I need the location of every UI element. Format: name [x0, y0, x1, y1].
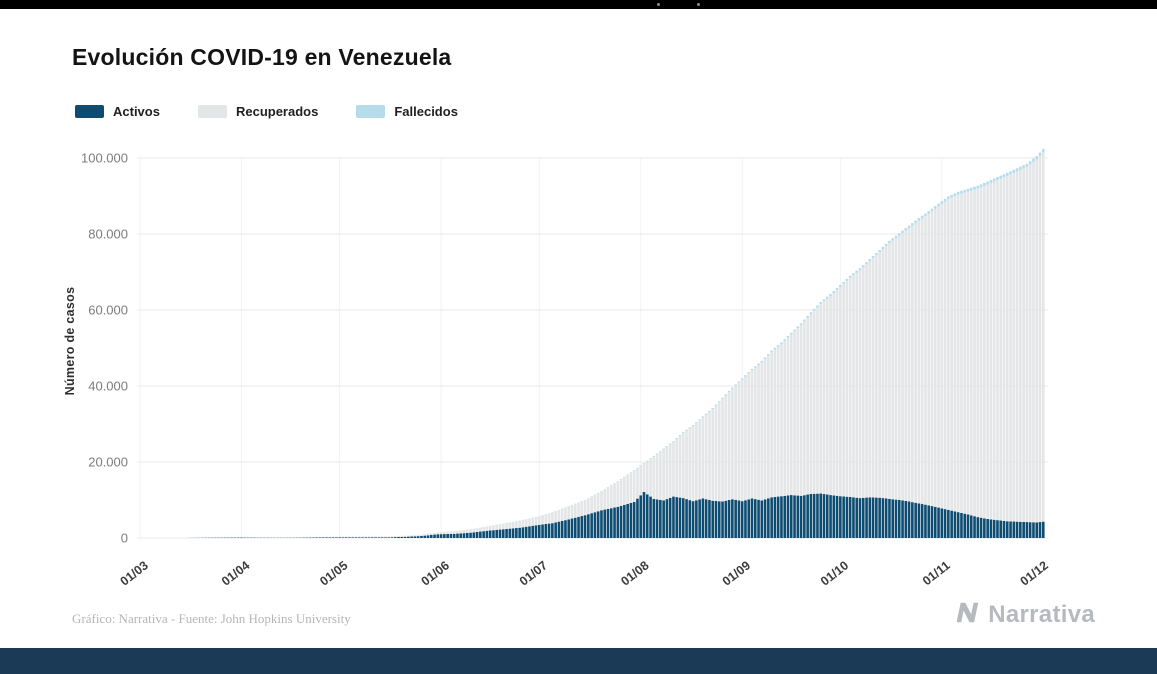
x-tick-label: 01/06: [419, 558, 452, 588]
topbar-dot: [657, 3, 660, 6]
legend-label-recuperados: Recuperados: [235, 104, 319, 119]
x-tick-label: 01/04: [219, 558, 252, 588]
y-tick-label: 100.000: [81, 151, 128, 166]
y-tick-label: 60.000: [88, 303, 128, 318]
x-tick-label: 01/12: [1018, 558, 1051, 588]
y-axis-title: Número de casos: [63, 287, 77, 396]
legend-item-recuperados: Recuperados: [197, 104, 319, 119]
series-fallecidos: [472, 148, 1045, 529]
x-tick-label: 01/08: [618, 558, 651, 588]
legend-swatch-recuperados: [197, 105, 227, 118]
y-tick-label: 80.000: [88, 227, 128, 242]
y-tick-label: 0: [121, 531, 128, 546]
x-tick-label: 01/05: [317, 558, 350, 588]
chart-legend: Activos Recuperados Fallecidos: [75, 104, 458, 119]
topbar-dot: [697, 3, 700, 6]
x-tick-label: 01/07: [517, 558, 550, 588]
series-activos: [187, 492, 1045, 539]
legend-label-fallecidos: Fallecidos: [394, 104, 458, 119]
legend-item-activos: Activos: [75, 104, 160, 119]
legend-swatch-fallecidos: [356, 105, 386, 118]
brand-name: Narrativa: [988, 601, 1095, 628]
legend-item-fallecidos: Fallecidos: [356, 104, 458, 119]
page-title: Evolución COVID-19 en Venezuela: [72, 44, 452, 70]
source-credit: Gráfico: Narrativa - Fuente: John Hopkin…: [72, 611, 351, 626]
x-tick-label: 01/10: [818, 558, 851, 588]
bottom-bar: [0, 648, 1157, 674]
brand-logo: Narrativa: [956, 601, 1095, 629]
narrativa-logo-icon: [956, 602, 981, 628]
series-recuperados: [243, 152, 1045, 538]
y-tick-label: 20.000: [88, 455, 128, 470]
legend-label-activos: Activos: [113, 104, 160, 119]
x-tick-label: 01/03: [118, 558, 151, 588]
x-tick-label: 01/09: [720, 558, 753, 588]
x-tick-label: 01/11: [920, 558, 953, 588]
legend-swatch-activos: [75, 105, 104, 118]
top-bar: [0, 0, 1157, 9]
y-tick-label: 40.000: [88, 379, 128, 394]
